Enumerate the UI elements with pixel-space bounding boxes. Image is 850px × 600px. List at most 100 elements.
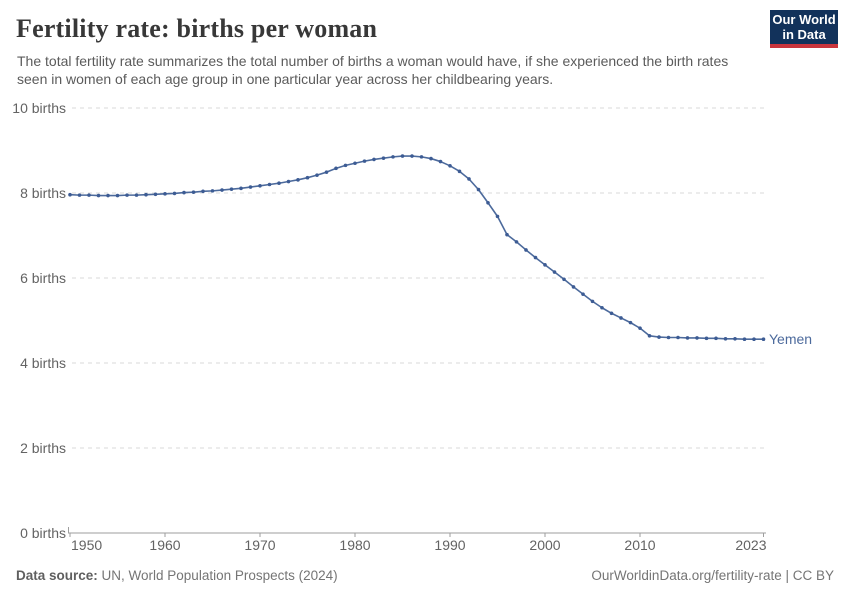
data-point-1995 <box>495 214 500 219</box>
data-point-1959 <box>153 192 158 197</box>
series-line-yemen <box>69 155 764 341</box>
data-point-2023 <box>761 337 766 342</box>
x-axis-label-2000: 2000 <box>529 537 561 553</box>
data-point-1976 <box>315 173 319 177</box>
data-point-1964 <box>201 189 205 194</box>
data-point-1990 <box>448 164 452 168</box>
data-point-1961 <box>172 191 177 196</box>
y-axis-label-4: 4 births <box>20 355 66 371</box>
data-point-1979 <box>343 163 348 168</box>
x-axis-label-1980: 1980 <box>339 537 371 553</box>
data-point-1985 <box>400 154 405 158</box>
data-point-2021 <box>742 337 747 342</box>
data-point-1967 <box>229 187 234 191</box>
y-axis-label-10: 10 births <box>12 100 66 116</box>
y-axis-label-6: 6 births <box>20 270 66 286</box>
y-axis-label-8: 8 births <box>20 185 66 201</box>
data-point-1965 <box>210 189 215 193</box>
y-axis-label-0: 0 births <box>20 525 66 541</box>
data-point-1988 <box>429 156 433 161</box>
data-point-1978 <box>334 166 338 171</box>
data-point-1983 <box>381 156 386 160</box>
data-point-1974 <box>296 178 300 182</box>
data-point-1975 <box>305 175 310 180</box>
data-point-1981 <box>362 159 367 163</box>
data-point-1960 <box>163 192 167 196</box>
data-point-1977 <box>324 170 329 174</box>
data-point-1982 <box>372 157 376 162</box>
data-point-1989 <box>438 159 443 164</box>
data-point-1950 <box>68 192 72 197</box>
data-point-2014 <box>676 335 680 340</box>
data-point-2000 <box>543 263 547 267</box>
data-point-2012 <box>657 335 661 339</box>
x-axis-label-1990: 1990 <box>434 537 466 553</box>
x-axis-label-2023: 2023 <box>735 537 767 553</box>
data-point-1952 <box>87 193 91 197</box>
data-point-1997 <box>514 240 519 244</box>
footer-source: Data source: UN, World Population Prospe… <box>16 568 338 583</box>
y-axis-label-2: 2 births <box>20 440 66 456</box>
page-subtitle: The total fertility rate summarizes the … <box>17 53 729 87</box>
data-point-2011 <box>647 334 652 338</box>
data-point-1955 <box>115 193 120 198</box>
data-point-1954 <box>106 193 110 198</box>
data-point-1958 <box>144 192 148 197</box>
data-point-2008 <box>619 316 623 320</box>
data-point-2007 <box>609 311 614 316</box>
x-axis-label-1950: 1950 <box>71 537 103 553</box>
data-point-2006 <box>600 305 604 310</box>
data-point-1969 <box>248 185 253 189</box>
x-axis-label-1970: 1970 <box>244 537 276 553</box>
page-title: Fertility rate: births per woman <box>16 14 378 43</box>
data-point-2016 <box>695 336 699 340</box>
data-point-2013 <box>666 335 671 340</box>
data-point-1953 <box>96 193 101 198</box>
x-axis-label-1960: 1960 <box>149 537 181 553</box>
data-point-2018 <box>714 336 718 341</box>
chart-footer: Data source: UN, World Population Prospe… <box>16 568 834 583</box>
data-point-1996 <box>505 232 509 237</box>
data-point-1962 <box>182 190 186 195</box>
data-point-2004 <box>581 292 585 296</box>
owid-logo[interactable]: Our World in Data <box>770 10 838 48</box>
data-point-2001 <box>552 270 557 274</box>
data-point-1993 <box>476 187 481 192</box>
data-point-1980 <box>353 161 357 166</box>
data-point-2009 <box>628 320 633 325</box>
data-point-2002 <box>562 277 566 282</box>
data-point-1951 <box>77 193 82 197</box>
owid-logo-line1: Our World <box>772 12 836 27</box>
data-point-1999 <box>533 255 538 260</box>
data-point-2022 <box>752 337 756 342</box>
data-point-2010 <box>638 326 642 330</box>
data-point-1966 <box>220 188 224 192</box>
footer-source-text: UN, World Population Prospects (2024) <box>97 568 338 583</box>
data-point-2015 <box>685 336 690 340</box>
data-point-1991 <box>457 169 462 174</box>
data-point-1987 <box>419 155 424 159</box>
data-point-1970 <box>258 183 262 188</box>
data-point-1956 <box>125 193 129 197</box>
data-point-1994 <box>486 200 490 205</box>
data-point-2005 <box>590 299 595 304</box>
data-point-1972 <box>277 181 281 186</box>
footer-source-label: Data source: <box>16 568 98 583</box>
x-axis-label-2010: 2010 <box>624 537 656 553</box>
data-point-1971 <box>267 182 272 187</box>
data-point-1968 <box>239 186 243 191</box>
data-point-1963 <box>191 190 196 194</box>
data-point-1973 <box>286 179 291 184</box>
data-point-2019 <box>723 336 728 341</box>
data-point-2017 <box>704 336 709 341</box>
data-point-1984 <box>391 155 395 159</box>
series-label-yemen: Yemen <box>769 331 813 348</box>
data-point-1992 <box>467 177 471 181</box>
data-point-1998 <box>524 248 528 252</box>
owid-logo-line2: in Data <box>782 27 826 42</box>
footer-credit-link[interactable]: OurWorldinData.org/fertility-rate | CC B… <box>591 568 834 583</box>
data-point-1986 <box>410 154 414 158</box>
data-point-2020 <box>733 336 737 341</box>
data-point-1957 <box>134 193 139 197</box>
